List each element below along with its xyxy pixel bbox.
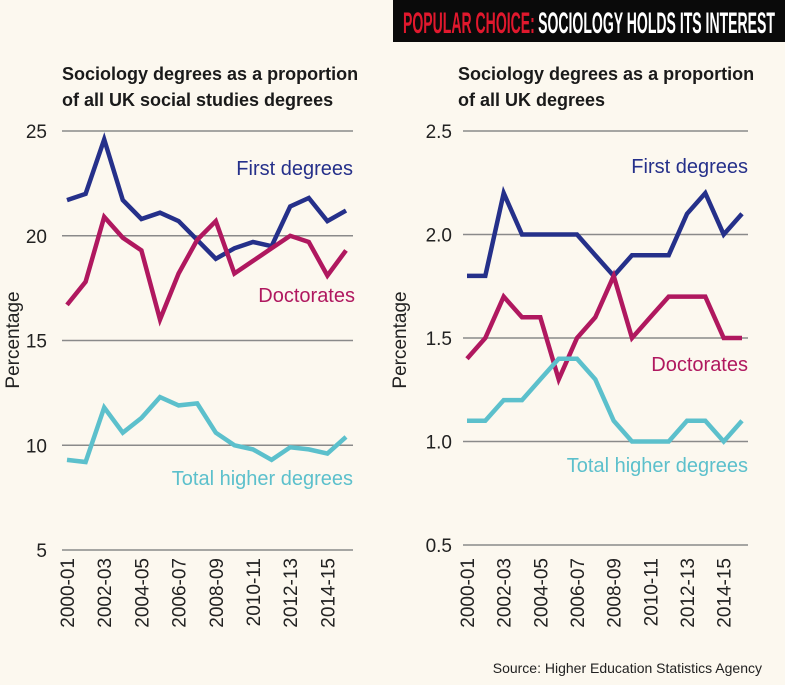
- x-tick-label: 2010-11: [244, 558, 265, 626]
- header-title: POPULAR CHOICE:SOCIOLOGY HOLDS ITS INTER…: [403, 7, 775, 40]
- series-line-total-higher-degrees: [467, 356, 744, 445]
- header-title-text: POPULAR CHOICE:SOCIOLOGY HOLDS ITS INTER…: [403, 7, 775, 40]
- x-tick-label: 2014-15: [318, 558, 339, 628]
- x-tick-label: 2008-09: [207, 558, 228, 628]
- series-label: Total higher degrees: [172, 468, 353, 490]
- x-tick-label: 2002-03: [495, 558, 516, 628]
- x-tick-label: 2014-15: [715, 558, 736, 628]
- series-line-doctorates: [465, 269, 742, 386]
- series-label: Doctorates: [258, 285, 355, 307]
- series-line-first-degrees: [66, 132, 348, 262]
- x-tick-label: 2000-01: [458, 558, 479, 628]
- y-tick-label: 10: [26, 436, 47, 457]
- series-line-doctorates: [65, 212, 348, 327]
- x-tick-label: 2004-05: [132, 558, 153, 628]
- series-line-total-higher-degrees: [66, 394, 348, 465]
- chart-subtitle: Sociology degrees as a proportion: [458, 64, 754, 84]
- y-tick-label: 1.0: [426, 433, 452, 454]
- series-label: First degrees: [631, 156, 748, 178]
- y-tick-label: 20: [26, 227, 47, 248]
- source-note: Source: Higher Education Statistics Agen…: [493, 660, 762, 676]
- series-label: First degrees: [236, 158, 353, 180]
- y-tick-label: 2.0: [426, 226, 452, 247]
- header-bar: POPULAR CHOICE:SOCIOLOGY HOLDS ITS INTER…: [393, 0, 785, 42]
- y-axis-label: Percentage: [390, 291, 411, 388]
- chart-subtitle: of all UK degrees: [458, 90, 605, 110]
- chart-subtitle: of all UK social studies degrees: [62, 90, 333, 110]
- y-tick-label: 1.5: [426, 329, 452, 350]
- series-label: Doctorates: [651, 354, 748, 376]
- x-tick-label: 2002-03: [95, 558, 116, 628]
- x-tick-label: 2012-13: [678, 558, 699, 628]
- header-title-white: SOCIOLOGY HOLDS ITS INTEREST: [538, 7, 775, 40]
- x-tick-label: 2006-07: [568, 558, 589, 628]
- x-tick-label: 2000-01: [58, 558, 79, 628]
- x-tick-label: 2006-07: [170, 558, 191, 628]
- x-tick-label: 2012-13: [281, 558, 302, 628]
- y-tick-label: 25: [26, 122, 47, 143]
- y-tick-label: 5: [36, 541, 47, 562]
- x-tick-label: 2010-11: [641, 558, 662, 626]
- series-label: Total higher degrees: [567, 455, 748, 477]
- series-line-first-degrees: [467, 185, 744, 280]
- y-axis-label: Percentage: [3, 291, 24, 388]
- x-tick-label: 2008-09: [605, 558, 626, 628]
- y-tick-label: 2.5: [426, 122, 452, 143]
- chart-subtitle: Sociology degrees as a proportion: [62, 64, 358, 84]
- y-tick-label: 15: [26, 332, 47, 353]
- header-title-red: POPULAR CHOICE:: [403, 7, 535, 40]
- y-tick-label: 0.5: [426, 536, 452, 557]
- x-tick-label: 2004-05: [531, 558, 552, 628]
